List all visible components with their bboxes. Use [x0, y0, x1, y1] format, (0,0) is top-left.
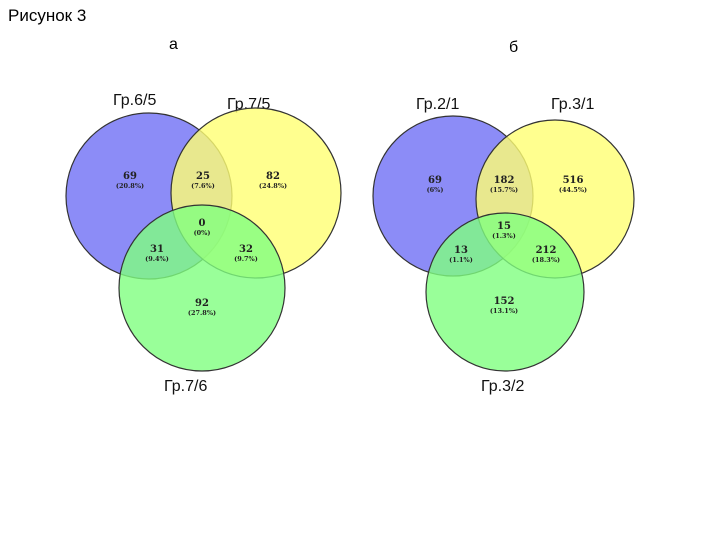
venn-a-circle-3	[118, 204, 286, 372]
figure-title: Рисунок 3	[8, 6, 87, 25]
venn-a-only2-pct: (24.8%)	[259, 182, 287, 190]
venn-b-circle-3	[425, 212, 585, 372]
venn-a-r23-count: 32	[239, 244, 253, 255]
venn-panel-a: 69 (20.8%) 25 (7.6%) 82 (24.8%) 0 (0%) 3…	[65, 107, 342, 372]
set-label-a-3: Гр.7/6	[164, 378, 208, 395]
venn-b-only3-count: 152	[494, 296, 515, 307]
venn-a-only1-count: 69	[123, 171, 137, 182]
venn-a-only1-pct: (20.8%)	[116, 182, 144, 190]
venn-a-r13-pct: (9.4%)	[145, 255, 169, 263]
venn-b-r23-pct: (18.3%)	[532, 256, 560, 264]
panel-label-b: б	[509, 39, 519, 56]
venn-a-only3-count: 92	[195, 298, 209, 309]
venn-b-r123-count: 15	[497, 221, 511, 232]
venn-b-r123-pct: (1.3%)	[492, 232, 516, 240]
venn-b-r13-count: 13	[454, 245, 468, 256]
venn-a-r23-pct: (9.7%)	[234, 255, 258, 263]
venn-a-only2-count: 82	[266, 171, 280, 182]
venn-b-only2-count: 516	[563, 175, 584, 186]
venn-a-r123-count: 0	[199, 218, 206, 229]
venn-b-only2-pct: (44.5%)	[559, 186, 587, 194]
venn-b-r12-count: 182	[494, 175, 515, 186]
venn-b-r13-pct: (1.1%)	[449, 256, 473, 264]
venn-a-r12-count: 25	[196, 171, 210, 182]
venn-b-r12-pct: (15.7%)	[490, 186, 518, 194]
set-label-b-1: Гр.2/1	[416, 96, 460, 113]
set-label-a-1: Гр.6/5	[113, 92, 157, 109]
venn-a-r123-pct: (0%)	[194, 229, 211, 237]
venn-panel-b: 69 (6%) 182 (15.7%) 516 (44.5%) 15 (1.3%…	[372, 115, 635, 372]
venn-a-only3-pct: (27.8%)	[188, 309, 216, 317]
set-label-b-2: Гр.3/1	[551, 96, 595, 113]
venn-b-only1-pct: (6%)	[427, 186, 444, 194]
set-label-b-3: Гр.3/2	[481, 378, 525, 395]
venn-b-only1-count: 69	[428, 175, 442, 186]
venn-b-r23-count: 212	[536, 245, 557, 256]
venn-a-r12-pct: (7.6%)	[191, 182, 215, 190]
venn-a-r13-count: 31	[150, 244, 164, 255]
panel-label-a: а	[169, 36, 178, 53]
venn-b-only3-pct: (13.1%)	[490, 307, 518, 315]
